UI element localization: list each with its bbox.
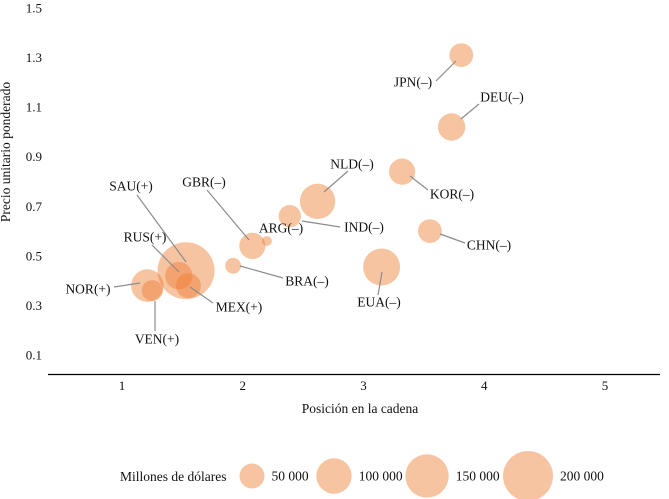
- bubble-label-KOR: KOR(–): [430, 187, 474, 202]
- leader-line-RUS: [151, 244, 180, 273]
- bubble-label-SAU: SAU(+): [109, 179, 153, 194]
- y-tick-1.5: 1.5: [26, 1, 42, 16]
- y-tick-0.9: 0.9: [26, 149, 42, 164]
- bubble-label-NOR: NOR(+): [65, 282, 110, 297]
- bubble-KOR: [389, 158, 416, 185]
- bubble-GBR: [239, 232, 266, 259]
- leader-line-IND: [301, 220, 341, 228]
- y-tick-0.5: 0.5: [26, 248, 42, 263]
- x-tick-3: 3: [360, 378, 367, 393]
- x-tick-5: 5: [602, 378, 609, 393]
- bubble-RUS: [165, 262, 193, 290]
- bubble-ARG: [261, 236, 272, 246]
- leader-line-MEX: [189, 286, 214, 304]
- legend-label-150000: 150 000: [456, 469, 500, 484]
- bubble-label-MEX: MEX(+): [216, 300, 263, 315]
- leader-line-CHN: [439, 233, 466, 244]
- bubble-NLD: [299, 183, 336, 219]
- point-labels-layer: JPN(–) DEU(–) NLD(–) KOR(–) CHN(–) IND(–) GBR(…: [65, 75, 523, 347]
- x-tick-1: 1: [119, 378, 126, 393]
- bubble-label-IND: IND(–): [344, 220, 384, 235]
- leader-lines-layer: [113, 60, 480, 331]
- y-tick-0.1: 0.1: [26, 348, 42, 363]
- bubble-label-NLD: NLD(–): [330, 157, 374, 172]
- legend-title: Millones de dólares: [120, 469, 226, 484]
- y-tick-0.3: 0.3: [26, 298, 42, 313]
- leader-line-GBR: [206, 189, 250, 241]
- leader-line-DEU: [460, 103, 480, 120]
- leader-line-KOR: [409, 175, 429, 191]
- bubble-label-EUA: EUA(–): [357, 295, 401, 310]
- legend-label-200000: 200 000: [560, 469, 604, 484]
- bubble-NOR: [131, 269, 164, 302]
- leader-line-SAU: [136, 194, 187, 263]
- bubble-label-DEU: DEU(–): [480, 90, 524, 105]
- legend-bubble-100000: [316, 458, 352, 494]
- leader-line-JPN: [435, 60, 457, 82]
- leader-line-BRA: [239, 265, 284, 279]
- bubble-IND: [278, 205, 301, 228]
- bubble-MEX: [175, 273, 201, 299]
- y-axis-title: Precio unitario ponderado: [0, 82, 13, 222]
- bubbles-layer: [131, 43, 474, 302]
- x-tick-2: 2: [240, 378, 247, 393]
- y-tick-0.7: 0.7: [26, 199, 43, 214]
- y-tick-1.1: 1.1: [26, 100, 42, 115]
- bubble-label-JPN: JPN(–): [394, 75, 432, 90]
- x-axis-title: Posición en la cadena: [302, 401, 419, 416]
- bubble-DEU: [437, 113, 466, 141]
- x-tick-4: 4: [481, 378, 488, 393]
- bubble-EUA: [363, 248, 401, 286]
- legend-bubble-200000: [503, 451, 553, 499]
- bubble-CHN: [418, 219, 442, 244]
- bubble-label-ARG: ARG(–): [259, 221, 303, 236]
- bubble-VEN: [141, 280, 163, 302]
- legend-label-50000: 50 000: [272, 469, 309, 484]
- bubble-label-CHN: CHN(–): [467, 238, 511, 253]
- leader-line-NOR: [113, 282, 141, 288]
- legend-bubble-50000: [239, 463, 265, 489]
- legend-bubble-150000: [405, 454, 449, 498]
- bubble-label-VEN: VEN(+): [135, 332, 179, 347]
- axes-layer: 1 2 3 4 5 1.5 1.3 1.1 0.9 0.7 0.5 0.3 0.1: [26, 1, 660, 393]
- bubble-SAU: [157, 242, 215, 300]
- leader-line-NLD: [323, 170, 349, 193]
- bubble-label-GBR: GBR(–): [182, 175, 226, 190]
- y-tick-1.3: 1.3: [26, 50, 42, 65]
- bubble-BRA: [225, 257, 242, 274]
- legend-label-100000: 100 000: [359, 469, 403, 484]
- bubble-label-BRA: BRA(–): [285, 274, 329, 289]
- leader-line-EUA: [377, 271, 383, 296]
- bubble-label-RUS: RUS(+): [124, 230, 167, 245]
- size-legend: Millones de dólares 50 000 100 000 150 000…: [120, 451, 604, 499]
